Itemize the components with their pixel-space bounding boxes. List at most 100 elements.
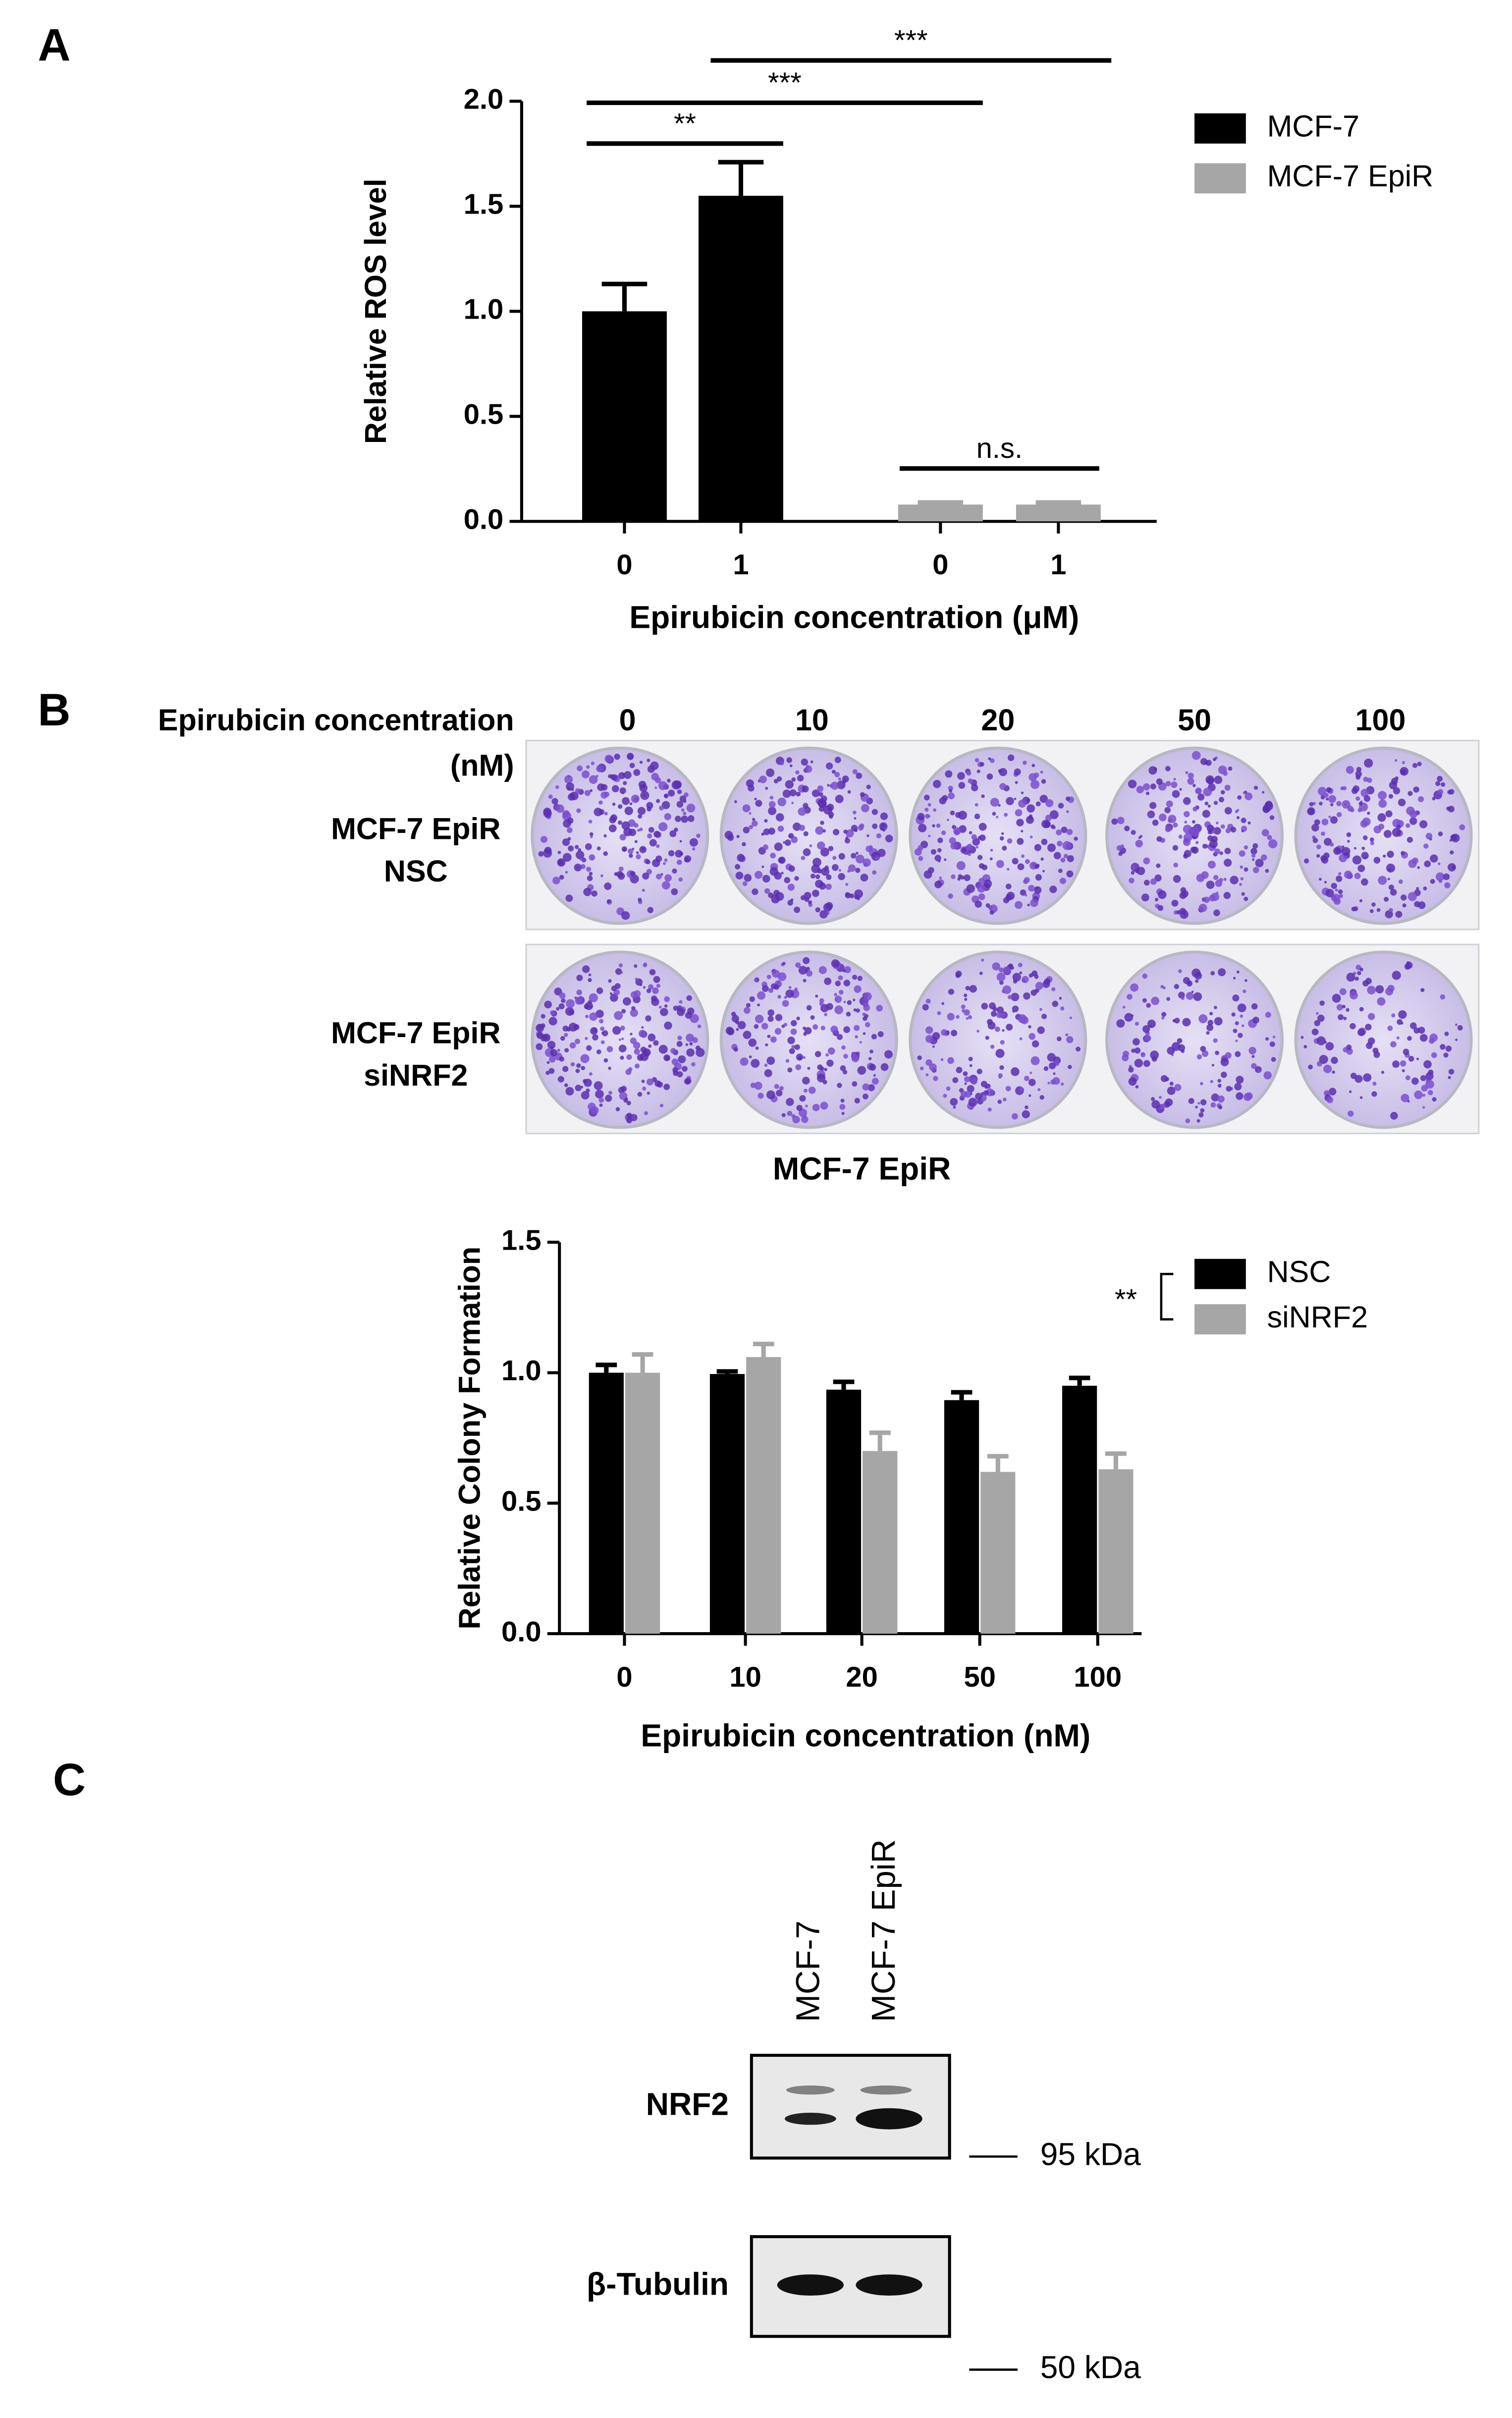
colony (742, 842, 746, 847)
colony (658, 1005, 662, 1009)
colony (1405, 823, 1410, 828)
colony (679, 840, 682, 843)
colony (979, 971, 983, 975)
colony (944, 858, 947, 861)
colony (604, 755, 613, 763)
colony (1263, 1071, 1272, 1080)
colony (664, 996, 670, 1002)
colony (1413, 786, 1419, 793)
colony (1146, 1003, 1151, 1008)
colony (1357, 1029, 1365, 1037)
colony (1331, 1056, 1338, 1064)
colony (1215, 879, 1223, 887)
colony (828, 846, 834, 851)
colony (631, 1006, 636, 1011)
colony (1340, 786, 1345, 790)
colony (621, 911, 630, 920)
colony (767, 1009, 775, 1016)
colony (588, 978, 592, 983)
colony (1040, 857, 1044, 861)
colony (1419, 1034, 1428, 1042)
colony (618, 1044, 627, 1052)
colony (787, 900, 793, 906)
colony (1138, 836, 1141, 839)
colony (1417, 762, 1422, 767)
colony (1040, 770, 1043, 774)
colony (1012, 858, 1019, 865)
colony (985, 1036, 989, 1040)
colony (1067, 855, 1074, 862)
colony (1243, 1093, 1252, 1101)
colony (1223, 891, 1231, 899)
colony (877, 1031, 884, 1038)
colony (1378, 876, 1387, 885)
colony (1452, 865, 1456, 870)
significance-label: ** (1115, 1283, 1137, 1315)
colony (1061, 826, 1068, 833)
colony (1214, 1017, 1223, 1026)
colony (540, 1014, 545, 1019)
colony (1336, 812, 1342, 818)
colony (1236, 1076, 1244, 1084)
colony (809, 844, 812, 847)
colony (633, 1042, 641, 1049)
colony (947, 1057, 954, 1064)
colony (1241, 892, 1245, 896)
colony (651, 995, 657, 1002)
colony (1444, 1031, 1449, 1036)
colony (977, 855, 983, 860)
band (786, 2086, 835, 2095)
colony (1133, 1038, 1140, 1045)
colony (676, 801, 684, 808)
colony (1142, 973, 1148, 979)
colony (1378, 791, 1387, 800)
colony (550, 1049, 558, 1056)
colony (796, 1016, 800, 1021)
colony (859, 1041, 862, 1044)
colony (847, 870, 851, 873)
colony (581, 1091, 590, 1100)
colony (733, 1047, 738, 1052)
colony (1369, 837, 1374, 842)
colony (1316, 844, 1321, 850)
colony (981, 864, 988, 871)
colony (1424, 860, 1431, 868)
colony (840, 1099, 845, 1103)
colony (1319, 878, 1322, 881)
colony (983, 879, 992, 888)
colony (804, 891, 811, 899)
colony (974, 900, 982, 908)
colony (1017, 838, 1024, 845)
colony (588, 973, 592, 977)
colony (749, 996, 755, 1002)
colony (647, 907, 654, 913)
colony (1179, 788, 1182, 791)
x-axis-label: Epirubicin concentration (μM) (629, 599, 1079, 635)
colony (731, 1011, 736, 1017)
colony (773, 984, 780, 990)
colony (1448, 1076, 1451, 1079)
colony (1023, 760, 1027, 765)
colony (659, 805, 664, 811)
colony (1257, 1069, 1261, 1073)
colony (1143, 783, 1150, 791)
colony (917, 1055, 922, 1060)
colony (821, 867, 830, 876)
colony (664, 874, 672, 882)
colony (1062, 841, 1072, 850)
colony (630, 1009, 638, 1017)
colony (1122, 1050, 1129, 1057)
colony (641, 1026, 644, 1029)
colony (1269, 815, 1275, 820)
colony (803, 831, 809, 836)
colony (1131, 865, 1136, 870)
colony (566, 999, 575, 1008)
colony (974, 814, 980, 820)
colony (968, 852, 972, 856)
colony (1405, 1075, 1410, 1081)
colony (1314, 1020, 1320, 1027)
colony (589, 832, 594, 836)
colony (958, 782, 966, 789)
colony (765, 1043, 768, 1046)
colony (1440, 782, 1446, 787)
